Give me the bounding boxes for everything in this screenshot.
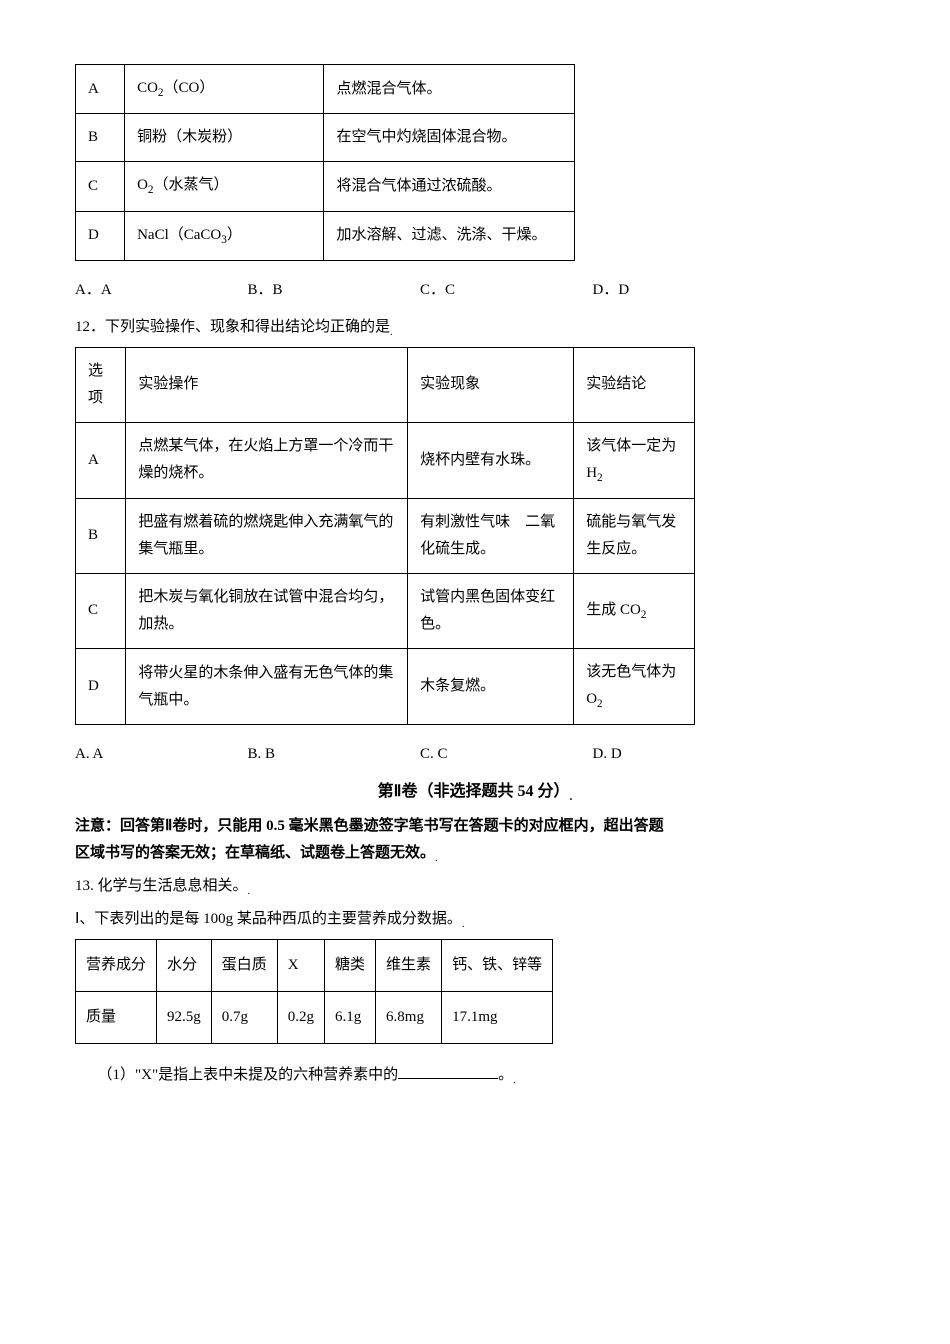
notice-line-2: 区域书写的答案无效；在草稿纸、试题卷上答题无效。. bbox=[75, 840, 875, 869]
header-cell: X bbox=[277, 940, 324, 992]
table-row: 质量 92.5g 0.7g 0.2g 6.1g 6.8mg 17.1mg bbox=[76, 992, 553, 1044]
option-a: A．A bbox=[75, 277, 248, 304]
header-conclusion: 实验结论 bbox=[574, 347, 695, 422]
table-row: B 铜粉（木炭粉） 在空气中灼烧固体混合物。 bbox=[76, 114, 575, 162]
option-d: D．D bbox=[593, 277, 766, 304]
cell-label: B bbox=[76, 114, 125, 162]
q13-part1: Ⅰ、下表列出的是每 100g 某品种西瓜的主要营养成分数据。. bbox=[75, 906, 875, 935]
cell-phenomenon: 有刺激性气味 二氧化硫生成。 bbox=[408, 498, 574, 573]
option-a: A. A bbox=[75, 741, 248, 768]
cell-method: 将混合气体通过浓硫酸。 bbox=[324, 162, 575, 211]
cell-operation: 将带火星的木条伸入盛有无色气体的集气瓶中。 bbox=[126, 648, 408, 724]
header-cell: 糖类 bbox=[325, 940, 376, 992]
cell-substance: CO2（CO） bbox=[125, 65, 324, 114]
table-row: D 将带火星的木条伸入盛有无色气体的集气瓶中。 木条复燃。 该无色气体为O2 bbox=[76, 648, 695, 724]
options-q11: A．A B．B C．C D．D bbox=[75, 277, 765, 304]
data-cell: 6.1g bbox=[325, 992, 376, 1044]
cell-operation: 点燃某气体，在火焰上方罩一个冷而干燥的烧杯。 bbox=[126, 422, 408, 498]
header-cell: 钙、铁、锌等 bbox=[442, 940, 553, 992]
data-cell: 6.8mg bbox=[376, 992, 442, 1044]
q13-stem: 13. 化学与生活息息相关。. bbox=[75, 873, 875, 902]
cell-substance: NaCl（CaCO3） bbox=[125, 211, 324, 260]
header-operation: 实验操作 bbox=[126, 347, 408, 422]
cell-substance: 铜粉（木炭粉） bbox=[125, 114, 324, 162]
data-cell: 92.5g bbox=[157, 992, 212, 1044]
table-header-row: 选项 实验操作 实验现象 实验结论 bbox=[76, 347, 695, 422]
cell-conclusion: 硫能与氧气发生反应。 bbox=[574, 498, 695, 573]
cell-label: D bbox=[76, 211, 125, 260]
cell-label: A bbox=[76, 65, 125, 114]
table-row: A CO2（CO） 点燃混合气体。 bbox=[76, 65, 575, 114]
data-cell: 0.2g bbox=[277, 992, 324, 1044]
header-cell: 维生素 bbox=[376, 940, 442, 992]
header-option: 选项 bbox=[76, 347, 126, 422]
cell-label: B bbox=[76, 498, 126, 573]
header-cell: 营养成分 bbox=[76, 940, 157, 992]
cell-phenomenon: 试管内黑色固体变红色。 bbox=[408, 573, 574, 648]
table-row: C 把木炭与氧化铜放在试管中混合均匀，加热。 试管内黑色固体变红色。 生成 CO… bbox=[76, 573, 695, 648]
option-b: B．B bbox=[248, 277, 421, 304]
header-cell: 蛋白质 bbox=[211, 940, 277, 992]
table-row: B 把盛有燃着硫的燃烧匙伸入充满氧气的集气瓶里。 有刺激性气味 二氧化硫生成。 … bbox=[76, 498, 695, 573]
option-c: C．C bbox=[420, 277, 593, 304]
cell-conclusion: 生成 CO2 bbox=[574, 573, 695, 648]
cell-conclusion: 该气体一定为H2 bbox=[574, 422, 695, 498]
options-q12: A. A B. B C. C D. D bbox=[75, 741, 765, 768]
data-cell: 质量 bbox=[76, 992, 157, 1044]
section-2-title: 第Ⅱ卷（非选择题共 54 分）. bbox=[75, 778, 875, 807]
q12-stem: 12．下列实验操作、现象和得出结论均正确的是. bbox=[75, 314, 875, 343]
q13-sub1: （1）"X"是指上表中未提及的六种营养素中的。. bbox=[75, 1062, 875, 1091]
cell-phenomenon: 木条复燃。 bbox=[408, 648, 574, 724]
data-cell: 0.7g bbox=[211, 992, 277, 1044]
cell-phenomenon: 烧杯内壁有水珠。 bbox=[408, 422, 574, 498]
cell-label: C bbox=[76, 162, 125, 211]
data-cell: 17.1mg bbox=[442, 992, 553, 1044]
header-phenomenon: 实验现象 bbox=[408, 347, 574, 422]
table-row: C O2（水蒸气） 将混合气体通过浓硫酸。 bbox=[76, 162, 575, 211]
table-row: A 点燃某气体，在火焰上方罩一个冷而干燥的烧杯。 烧杯内壁有水珠。 该气体一定为… bbox=[76, 422, 695, 498]
cell-label: C bbox=[76, 573, 126, 648]
cell-method: 加水溶解、过滤、洗涤、干燥。 bbox=[324, 211, 575, 260]
notice-line-1: 注意：回答第Ⅱ卷时，只能用 0.5 毫米黑色墨迹签字笔书写在答题卡的对应框内，超… bbox=[75, 813, 875, 840]
option-c: C. C bbox=[420, 741, 593, 768]
table-nutrition: 营养成分 水分 蛋白质 X 糖类 维生素 钙、铁、锌等 质量 92.5g 0.7… bbox=[75, 939, 553, 1044]
option-d: D. D bbox=[593, 741, 766, 768]
cell-operation: 把盛有燃着硫的燃烧匙伸入充满氧气的集气瓶里。 bbox=[126, 498, 408, 573]
cell-operation: 把木炭与氧化铜放在试管中混合均匀，加热。 bbox=[126, 573, 408, 648]
table-row: D NaCl（CaCO3） 加水溶解、过滤、洗涤、干燥。 bbox=[76, 211, 575, 260]
cell-conclusion: 该无色气体为O2 bbox=[574, 648, 695, 724]
cell-substance: O2（水蒸气） bbox=[125, 162, 324, 211]
cell-label: A bbox=[76, 422, 126, 498]
fill-blank[interactable] bbox=[398, 1063, 498, 1080]
cell-method: 在空气中灼烧固体混合物。 bbox=[324, 114, 575, 162]
table-q12: 选项 实验操作 实验现象 实验结论 A 点燃某气体，在火焰上方罩一个冷而干燥的烧… bbox=[75, 347, 695, 726]
cell-label: D bbox=[76, 648, 126, 724]
option-b: B. B bbox=[248, 741, 421, 768]
header-cell: 水分 bbox=[157, 940, 212, 992]
table-q11: A CO2（CO） 点燃混合气体。 B 铜粉（木炭粉） 在空气中灼烧固体混合物。… bbox=[75, 64, 575, 261]
table-header-row: 营养成分 水分 蛋白质 X 糖类 维生素 钙、铁、锌等 bbox=[76, 940, 553, 992]
cell-method: 点燃混合气体。 bbox=[324, 65, 575, 114]
